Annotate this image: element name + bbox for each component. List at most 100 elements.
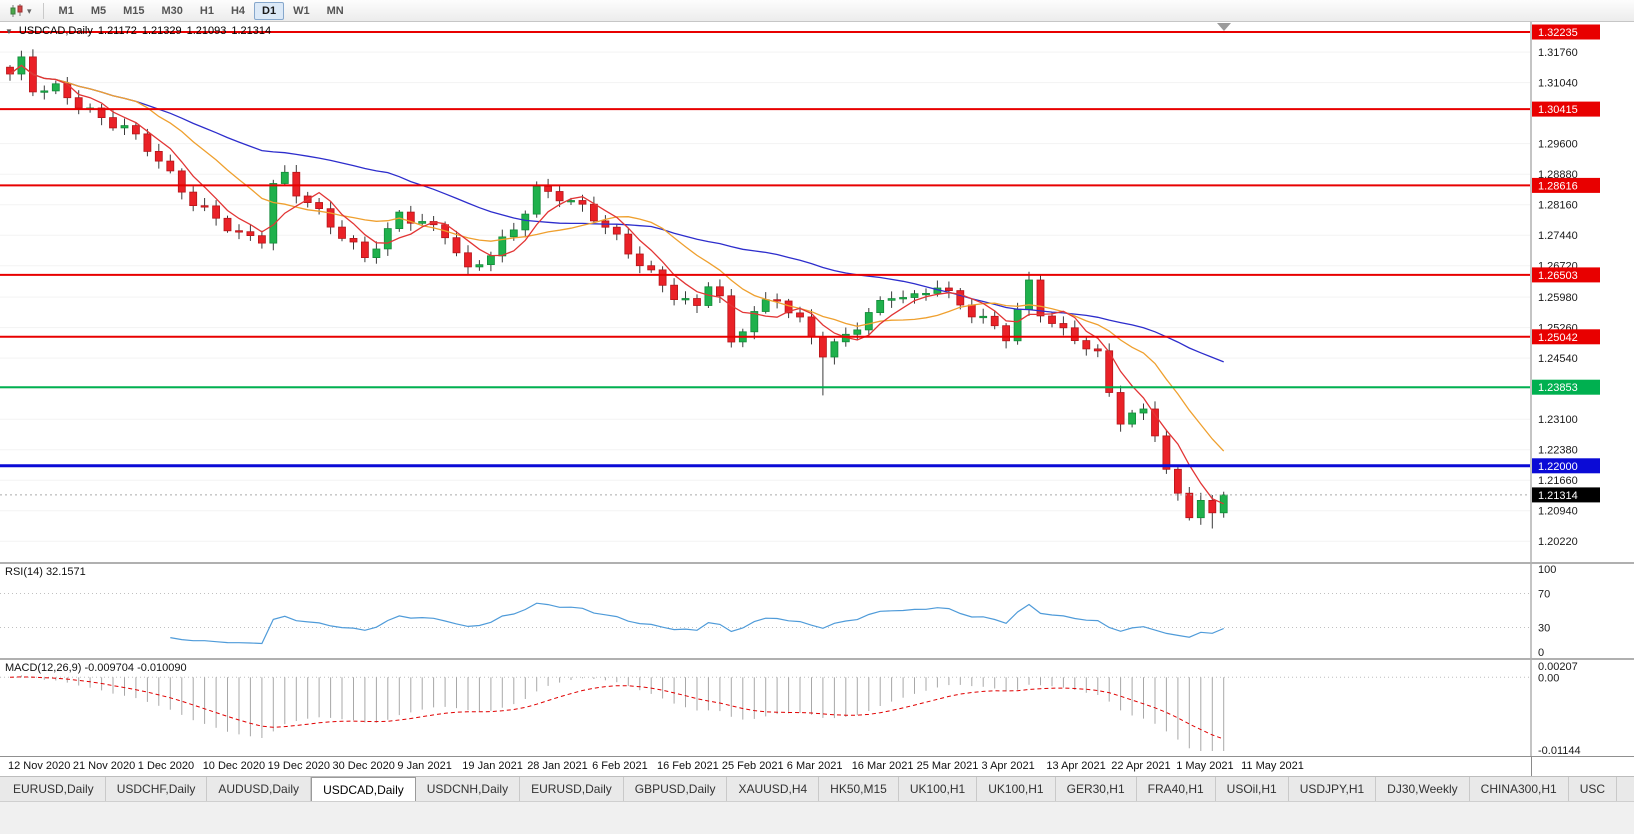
date-label: 3 Apr 2021: [981, 760, 1035, 772]
svg-text:1.25042: 1.25042: [1538, 332, 1578, 344]
chart-tab-usdcnh-daily[interactable]: USDCNH,Daily: [415, 777, 521, 801]
timeframe-d1-button[interactable]: D1: [254, 1, 285, 20]
chart-tab-ger30-h1[interactable]: GER30,H1: [1055, 777, 1137, 801]
timeframe-mn-button[interactable]: MN: [326, 4, 344, 17]
slow-ma-line: [9, 64, 1224, 363]
timeframe-h1-button[interactable]: H1: [199, 4, 214, 17]
date-label: 1 Dec 2020: [137, 760, 195, 772]
current-price-marker: 1.21314: [0, 487, 1600, 503]
svg-text:30: 30: [1538, 623, 1550, 635]
candlestick-chart-icon: [10, 3, 23, 17]
macd-indicator-label: MACD(12,26,9) -0.009704 -0.010090: [5, 662, 187, 674]
chart-tab-gbpusd-daily[interactable]: GBPUSD,Daily: [623, 777, 728, 801]
svg-text:1.32235: 1.32235: [1538, 27, 1578, 39]
timeframe-w1-button[interactable]: W1: [293, 4, 310, 17]
date-label: 10 Dec 2020: [202, 760, 266, 772]
chart-tab-usdjpy-h1[interactable]: USDJPY,H1: [1288, 777, 1377, 801]
chart-type-button[interactable]: ▾: [5, 2, 36, 20]
level-line-1.32235[interactable]: 1.32235: [0, 24, 1600, 40]
svg-text:1.30415: 1.30415: [1538, 104, 1578, 116]
level-line-1.22000[interactable]: 1.22000: [0, 458, 1600, 474]
chart-open-value: 1.21172: [97, 25, 137, 37]
chart-tab-usc[interactable]: USC: [1568, 777, 1618, 801]
timeframe-m1-button[interactable]: M1: [58, 4, 74, 17]
level-line-1.28616[interactable]: 1.28616: [0, 177, 1600, 193]
chart-tab-eurusd-daily[interactable]: EURUSD,Daily: [2, 777, 106, 801]
timeframe-m5-button[interactable]: M5: [90, 4, 107, 17]
svg-text:1.21660: 1.21660: [1538, 475, 1578, 487]
quick-trade-arrow-icon[interactable]: ▼: [5, 26, 13, 36]
svg-text:0.00207: 0.00207: [1538, 661, 1578, 673]
rsi-chart-canvas[interactable]: 100 70 30 0: [0, 564, 1634, 658]
level-line-1.23853[interactable]: 1.23853: [0, 379, 1600, 395]
svg-text:1.31760: 1.31760: [1538, 47, 1578, 59]
svg-text:1.25980: 1.25980: [1538, 292, 1578, 304]
svg-text:1.23853: 1.23853: [1538, 382, 1578, 394]
date-label: 1 May 2021: [1176, 760, 1234, 772]
date-label: 25 Mar 2021: [916, 760, 979, 772]
date-label: 6 Mar 2021: [786, 760, 843, 772]
rsi-line: [170, 602, 1224, 645]
toolbar-separator: [42, 2, 44, 19]
axis-separator: [1531, 757, 1532, 776]
svg-text:1.26503: 1.26503: [1538, 270, 1578, 282]
chart-tab-xauusd-h4[interactable]: XAUUSD,H4: [727, 777, 820, 801]
svg-text:1.27440: 1.27440: [1538, 230, 1578, 242]
date-label: 25 Feb 2021: [721, 760, 784, 772]
level-line-1.26503[interactable]: 1.26503: [0, 267, 1600, 283]
chart-shift-marker-icon[interactable]: [1217, 23, 1231, 31]
svg-text:0.00: 0.00: [1538, 672, 1559, 684]
fast-ma-line: [9, 64, 1224, 505]
date-label: 21 Nov 2020: [72, 760, 136, 772]
chart-tab-fra40-h1[interactable]: FRA40,H1: [1136, 777, 1216, 801]
date-label: 19 Dec 2020: [267, 760, 330, 772]
timeframe-m30-button[interactable]: M30: [161, 4, 183, 17]
timeframe-buttons: M1 M5 M15 M30 H1 H4 D1 W1 MN: [51, 1, 352, 20]
svg-text:1.28616: 1.28616: [1538, 180, 1578, 192]
svg-text:1.31040: 1.31040: [1538, 78, 1578, 90]
svg-text:0: 0: [1538, 647, 1544, 658]
date-label: 16 Feb 2021: [657, 760, 719, 772]
svg-text:1.22000: 1.22000: [1538, 461, 1578, 473]
status-bar: [0, 801, 1634, 834]
chart-close-value: 1.21314: [231, 25, 272, 37]
timeframe-toolbar: ▾ M1 M5 M15 M30 H1 H4 D1 W1 MN: [0, 0, 1634, 22]
date-label: 9 Jan 2021: [397, 760, 452, 772]
price-chart-canvas[interactable]: 1.317601.310401.296001.288801.281601.274…: [0, 22, 1634, 562]
chart-tab-audusd-daily[interactable]: AUDUSD,Daily: [207, 777, 312, 801]
chart-tab-dj30-weekly[interactable]: DJ30,Weekly: [1376, 777, 1470, 801]
svg-text:1.22380: 1.22380: [1538, 445, 1578, 457]
svg-text:1.21314: 1.21314: [1538, 490, 1578, 502]
chart-tabs: EURUSD,Daily USDCHF,Daily AUDUSD,Daily USDC…: [0, 776, 1634, 801]
date-label: 30 Dec 2020: [332, 760, 395, 772]
chart-tab-usdchf-daily[interactable]: USDCHF,Daily: [105, 777, 208, 801]
chart-tab-usoil-h1[interactable]: USOil,H1: [1215, 777, 1289, 801]
date-label: 22 Apr 2021: [1111, 760, 1171, 772]
chart-tab-china300-h1[interactable]: CHINA300,H1: [1469, 777, 1569, 801]
timeframe-h4-button[interactable]: H4: [230, 4, 246, 17]
level-line-1.30415[interactable]: 1.30415: [0, 101, 1600, 117]
main-chart-panel: ▼ USDCAD,Daily 1.21172 1.21329 1.21093 1…: [0, 22, 1634, 562]
svg-text:1.20220: 1.20220: [1538, 536, 1578, 548]
timeframe-m15-button[interactable]: M15: [123, 4, 145, 17]
chart-ohlc-header: ▼ USDCAD,Daily 1.21172 1.21329 1.21093 1…: [5, 25, 271, 37]
svg-text:1.20940: 1.20940: [1538, 506, 1578, 518]
svg-text:1.23100: 1.23100: [1538, 414, 1578, 426]
date-label: 28 Jan 2021: [527, 760, 588, 772]
chart-high-value: 1.21329: [141, 25, 182, 37]
level-line-1.25042[interactable]: 1.25042: [0, 329, 1600, 345]
macd-histogram: [20, 675, 1225, 751]
svg-text:1.29600: 1.29600: [1538, 139, 1578, 151]
date-label: 12 Nov 2020: [8, 760, 71, 772]
chart-tab-uk100-h1[interactable]: UK100,H1: [977, 777, 1056, 801]
chart-tab-hk50-m15[interactable]: HK50,M15: [819, 777, 899, 801]
svg-text:1.24540: 1.24540: [1538, 353, 1578, 365]
chart-tab-usdcad-daily[interactable]: USDCAD,Daily: [311, 777, 416, 801]
date-axis: 12 Nov 2020 21 Nov 2020 1 Dec 2020 10 Dec 2…: [0, 756, 1634, 776]
chart-tab-uk100-h1[interactable]: UK100,H1: [898, 777, 978, 801]
svg-text:70: 70: [1538, 589, 1550, 601]
date-label: 11 May 2021: [1241, 760, 1304, 772]
chart-tab-eurusd-daily[interactable]: EURUSD,Daily: [520, 777, 624, 801]
